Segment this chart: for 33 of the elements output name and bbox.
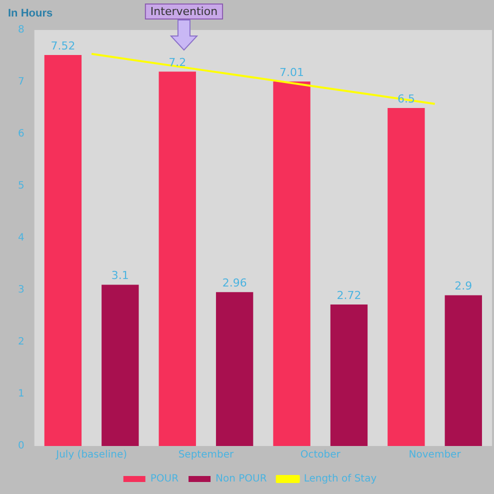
legend-label: Non POUR [216, 474, 267, 485]
bar [388, 108, 425, 446]
y-tick-label: 5 [18, 180, 24, 192]
data-label: 7.2 [168, 56, 186, 69]
x-tick-label: September [178, 450, 234, 461]
y-tick-label: 6 [18, 128, 24, 140]
bar [44, 54, 82, 446]
data-label: 7.01 [280, 66, 304, 79]
data-label: 7.52 [50, 39, 76, 52]
bar [158, 72, 196, 446]
y-tick-label: 0 [18, 440, 24, 452]
y-tick-label: 4 [18, 232, 24, 244]
bar [216, 292, 254, 446]
y-tick-label: 1 [18, 388, 24, 400]
data-label: 2.9 [454, 280, 472, 293]
legend-label: POUR [150, 474, 179, 485]
data-label: 3.1 [111, 269, 129, 282]
bar [444, 295, 482, 446]
bar [330, 304, 368, 446]
x-tick-label: November [408, 450, 462, 461]
y-tick-label: 3 [18, 284, 24, 296]
y-tick-label: 7 [18, 76, 24, 88]
y-tick-label: 8 [18, 24, 24, 36]
x-tick-label: October [300, 450, 342, 461]
bar [273, 81, 310, 446]
y-axis-title: In Hours [8, 8, 53, 20]
text: Intervention [150, 4, 218, 18]
data-label: 2.72 [336, 288, 362, 302]
legend-label: Length of Stay [304, 474, 377, 485]
x-tick-label: July (baseline) [55, 450, 128, 461]
y-tick-label: 2 [18, 336, 24, 348]
data-label: 2.96 [222, 276, 247, 290]
bar [102, 284, 139, 446]
